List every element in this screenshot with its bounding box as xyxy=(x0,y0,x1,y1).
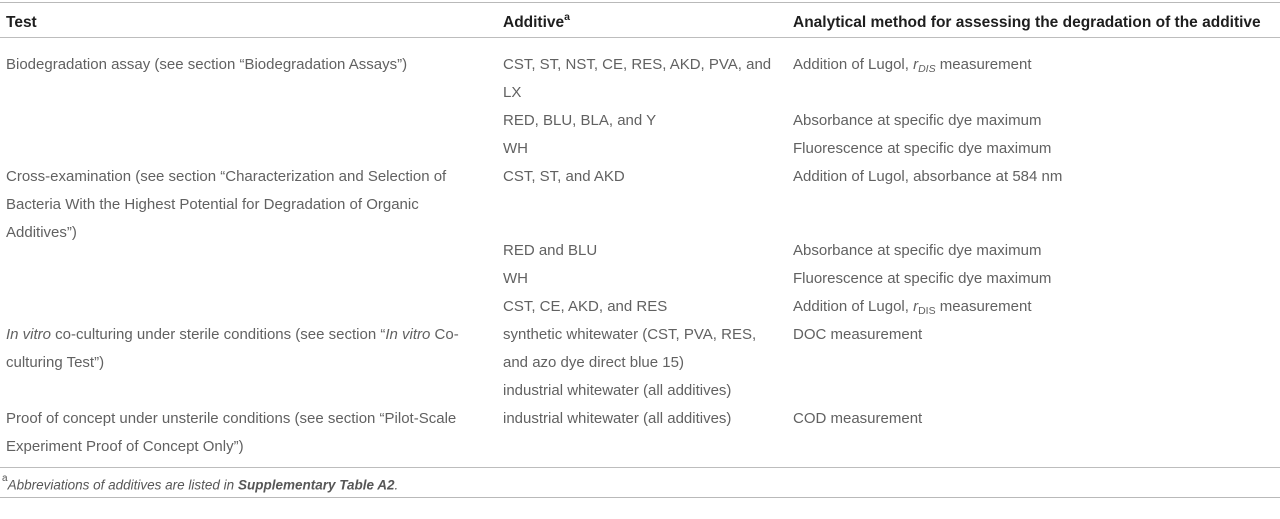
table-row: industrial whitewater (all additives) xyxy=(0,377,1280,405)
additive-text: CST, ST, and AKD xyxy=(503,168,625,185)
table-row: RED and BLU Absorbance at specific dye m… xyxy=(0,237,1280,265)
cell-additive: CST, CE, AKD, and RES xyxy=(503,293,793,321)
cell-method: Absorbance at specific dye maximum xyxy=(793,237,1280,265)
cell-method: Fluorescence at specific dye maximum xyxy=(793,265,1280,293)
additive-text: CST, ST, NST, CE, RES, AKD, PVA, and LX xyxy=(503,56,772,101)
additive-text: synthetic whitewater (CST, PVA, RES, and… xyxy=(503,326,757,371)
table-body: Biodegradation assay (see section “Biode… xyxy=(0,38,1280,468)
cell-additive: synthetic whitewater (CST, PVA, RES, and… xyxy=(503,321,793,377)
rdis-variable: r xyxy=(913,56,919,73)
cell-method: Absorbance at specific dye maximum xyxy=(793,107,1280,135)
footnote-reference-bold: Supplementary Table A2 xyxy=(237,477,395,493)
cell-test: Proof of concept under unsterile conditi… xyxy=(0,405,503,468)
table-row: CST, CE, AKD, and RES Addition of Lugol,… xyxy=(0,293,1280,321)
footnote-marker: a xyxy=(2,473,8,484)
cell-method: COD measurement xyxy=(793,405,1280,468)
table-footnote: aAbbreviations of additives are listed i… xyxy=(0,468,1280,498)
method-text: Absorbance at specific dye maximum xyxy=(793,112,1042,129)
cell-additive: industrial whitewater (all additives) xyxy=(503,377,793,405)
cell-method: DOC measurement xyxy=(793,321,1280,377)
col-header-method-label: Analytical method for assessing the degr… xyxy=(793,14,1261,31)
test-text: Biodegradation assay (see section “Biode… xyxy=(6,56,408,73)
cell-additive: CST, ST, NST, CE, RES, AKD, PVA, and LX xyxy=(503,38,793,108)
method-text: Addition of Lugol, xyxy=(793,56,914,73)
additive-text: industrial whitewater (all additives) xyxy=(503,410,732,427)
method-text: measurement xyxy=(935,56,1032,73)
test-text: Co-culturing Test”) xyxy=(6,326,459,371)
test-text-italic: In vitro xyxy=(385,326,431,343)
cell-additive: WH xyxy=(503,265,793,293)
rdis-subscript: DIS xyxy=(918,305,936,317)
test-text: Cross-examination (see section “Characte… xyxy=(6,168,447,241)
cell-method xyxy=(793,377,1280,405)
additives-degradation-table: Test Additivea Analytical method for ass… xyxy=(0,2,1280,468)
method-text: Fluorescence at specific dye maximum xyxy=(793,270,1052,287)
additive-text: CST, CE, AKD, and RES xyxy=(503,298,668,315)
cell-test: Cross-examination (see section “Characte… xyxy=(0,163,503,321)
cell-method: Addition of Lugol, rDIS measurement xyxy=(793,293,1280,321)
cell-method: Addition of Lugol, rDIS measurement xyxy=(793,38,1280,108)
additive-text: RED and BLU xyxy=(503,242,598,259)
method-text: Addition of Lugol, absorbance at 584 nm xyxy=(793,168,1063,185)
cell-additive: RED and BLU xyxy=(503,237,793,265)
cell-test: Biodegradation assay (see section “Biode… xyxy=(0,38,503,164)
test-text: co-culturing under sterile conditions (s… xyxy=(51,326,386,343)
rdis-variable: r xyxy=(913,298,919,315)
rdis-subscript: DIS xyxy=(918,63,936,75)
cell-method: Addition of Lugol, absorbance at 584 nm xyxy=(793,163,1280,237)
table-row: In vitro co-culturing under sterile cond… xyxy=(0,321,1280,377)
col-header-additive: Additivea xyxy=(503,2,793,38)
additive-text: RED, BLU, BLA, and Y xyxy=(503,112,657,129)
cell-additive: WH xyxy=(503,135,793,163)
table-row: WH Fluorescence at specific dye maximum xyxy=(0,265,1280,293)
footnote-period: . xyxy=(394,477,399,493)
cell-additive: RED, BLU, BLA, and Y xyxy=(503,107,793,135)
table-row: RED, BLU, BLA, and Y Absorbance at speci… xyxy=(0,107,1280,135)
test-text: Proof of concept under unsterile conditi… xyxy=(6,410,457,455)
method-text: COD measurement xyxy=(793,410,923,427)
additive-text: WH xyxy=(503,140,528,157)
table-row: Biodegradation assay (see section “Biode… xyxy=(0,38,1280,108)
col-header-method: Analytical method for assessing the degr… xyxy=(793,2,1280,38)
footnote-text: Abbreviations of additives are listed in xyxy=(7,477,238,493)
table-header: Test Additivea Analytical method for ass… xyxy=(0,2,1280,38)
cell-additive: industrial whitewater (all additives) xyxy=(503,405,793,468)
cell-test: In vitro co-culturing under sterile cond… xyxy=(0,321,503,405)
table-row: WH Fluorescence at specific dye maximum xyxy=(0,135,1280,163)
table-row: Proof of concept under unsterile conditi… xyxy=(0,405,1280,468)
additive-text: WH xyxy=(503,270,528,287)
cell-method: Fluorescence at specific dye maximum xyxy=(793,135,1280,163)
method-text: Fluorescence at specific dye maximum xyxy=(793,140,1052,157)
additive-text: industrial whitewater (all additives) xyxy=(503,382,732,399)
col-header-test-label: Test xyxy=(6,14,37,31)
test-text-italic: In vitro xyxy=(6,326,52,343)
cell-additive: CST, ST, and AKD xyxy=(503,163,793,237)
col-header-additive-label: Additive xyxy=(503,14,565,31)
method-text: measurement xyxy=(935,298,1032,315)
col-header-test: Test xyxy=(0,2,503,38)
method-text: DOC measurement xyxy=(793,326,923,343)
method-text: Absorbance at specific dye maximum xyxy=(793,242,1042,259)
table-row: Cross-examination (see section “Characte… xyxy=(0,163,1280,241)
footnote-marker-sup: a xyxy=(564,10,570,23)
method-text: Addition of Lugol, xyxy=(793,298,914,315)
header-row: Test Additivea Analytical method for ass… xyxy=(0,2,1280,38)
